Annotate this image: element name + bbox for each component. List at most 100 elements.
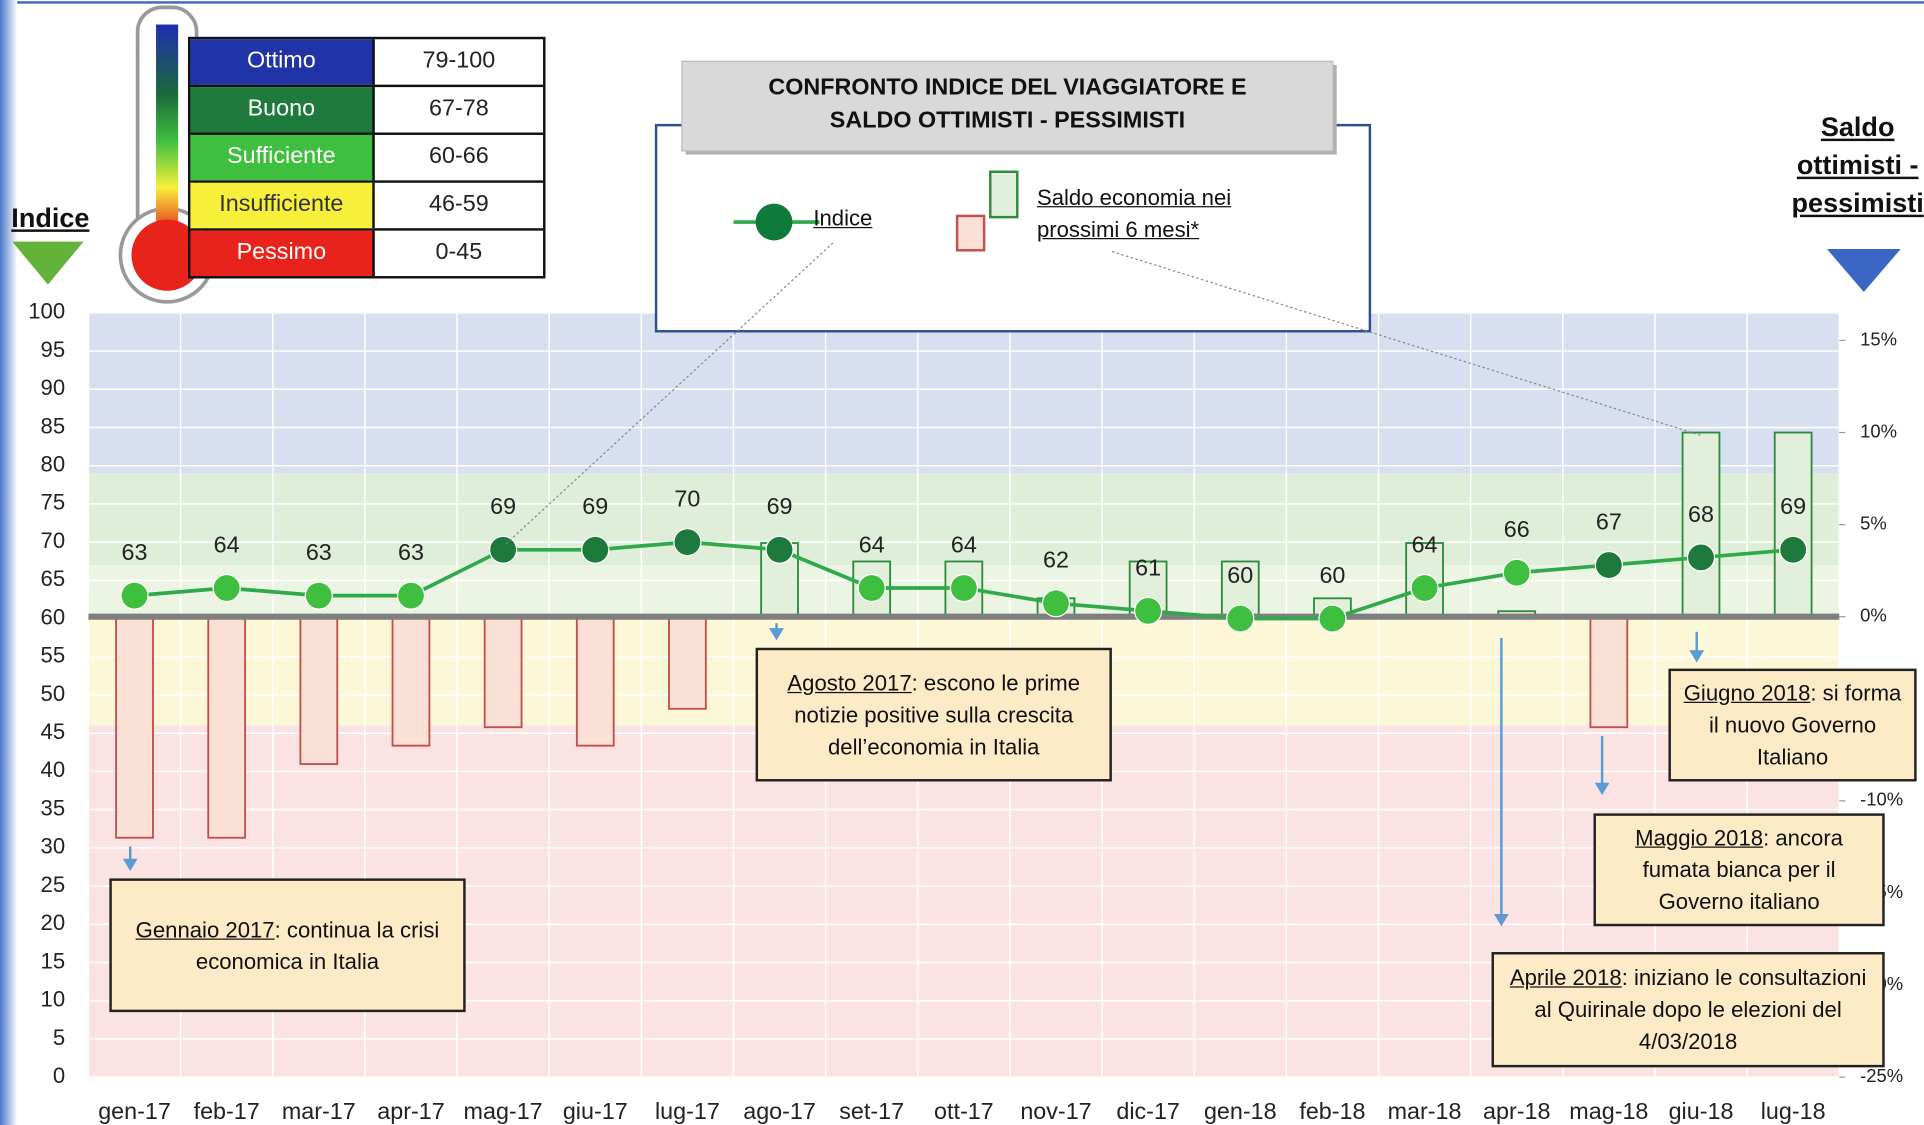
annotation-text: Maggio 2018: ancora fumata bianca per il… (1606, 822, 1873, 918)
annotation-text: Gennaio 2017: continua la crisi economic… (122, 913, 454, 977)
x-tick-label: mag-17 (464, 1098, 543, 1124)
y2-tick-label: 10% (1860, 420, 1897, 441)
annotation: Giugno 2018: si forma il nuovo Governo I… (1668, 669, 1916, 782)
y-axis-title: Indice (2, 202, 98, 234)
x-tick-label: gen-17 (98, 1098, 171, 1124)
right-axis-marker (1827, 249, 1901, 292)
x-tick-label: lug-17 (655, 1098, 720, 1124)
legend-swatch-negative (957, 216, 984, 250)
annotation-text: Agosto 2017: escono le prime notizie pos… (768, 667, 1100, 763)
band-range: 0-45 (375, 231, 543, 276)
y-tick-label: 30 (41, 834, 66, 859)
y2-axis-title: Saldo ottimisti - pessimisti (1784, 108, 1924, 222)
marker (213, 574, 240, 601)
y-tick-label: 75 (41, 490, 66, 515)
band-area (88, 313, 1839, 474)
marker (1227, 605, 1254, 632)
legend-label: Saldo economia nei prossimi 6 mesi* (1037, 182, 1270, 246)
bar (300, 617, 337, 764)
edge-decoration (0, 0, 17, 1125)
chart-title: CONFRONTO INDICE DEL VIAGGIATORE E SALDO… (682, 71, 1333, 137)
y-tick-label: 15 (41, 948, 66, 973)
marker (397, 582, 424, 609)
annotation-date: Maggio 2018 (1635, 826, 1763, 851)
x-tick-label: apr-17 (377, 1098, 444, 1124)
marker (582, 536, 609, 563)
x-tick-label: feb-17 (194, 1098, 260, 1124)
data-label: 69 (1780, 493, 1806, 519)
x-tick-label: giu-18 (1669, 1098, 1734, 1124)
x-tick-label: mar-18 (1388, 1098, 1462, 1124)
band-label: Sufficiente (190, 135, 374, 180)
y-tick-label: 80 (41, 452, 66, 477)
data-label: 63 (398, 539, 424, 565)
bar (393, 617, 430, 746)
x-tick-label: feb-18 (1299, 1098, 1365, 1124)
y-tick-label: 60 (41, 604, 66, 629)
y2-tick-label: -10% (1860, 789, 1903, 810)
x-tick-label: mag-18 (1569, 1098, 1648, 1124)
annotation-text: Aprile 2018: iniziano le consultazioni a… (1504, 962, 1873, 1058)
annotation-date: Aprile 2018 (1510, 966, 1622, 991)
bar (208, 617, 245, 838)
annotation: Agosto 2017: escono le prime notizie pos… (756, 648, 1112, 782)
data-label: 69 (490, 493, 516, 519)
y-tick-label: 55 (41, 643, 66, 668)
y-tick-label: 95 (41, 337, 66, 362)
marker (1780, 536, 1807, 563)
y-tick-label: 10 (41, 987, 66, 1012)
annotation: Gennaio 2017: continua la crisi economic… (109, 878, 465, 1012)
marker (1319, 605, 1346, 632)
left-axis-marker (12, 242, 83, 285)
x-tick-label: gen-18 (1204, 1098, 1277, 1124)
marker (766, 536, 793, 563)
y-tick-label: 90 (41, 375, 66, 400)
band-row: Buono67-78 (190, 85, 543, 133)
x-tick-label: mar-17 (282, 1098, 356, 1124)
x-tick-label: ott-17 (934, 1098, 994, 1124)
marker (858, 574, 885, 601)
marker (121, 582, 148, 609)
y2-tick-label: -25% (1860, 1065, 1903, 1086)
y-tick-label: 65 (41, 566, 66, 591)
y-tick-label: 20 (41, 910, 66, 935)
data-label: 69 (582, 493, 608, 519)
annotation-date: Gennaio 2017 (136, 917, 275, 942)
data-label: 63 (122, 539, 148, 565)
legend-swatch-positive (990, 172, 1017, 217)
legend-marker (756, 204, 793, 241)
data-label: 62 (1043, 547, 1069, 573)
marker (950, 574, 977, 601)
page: 0510152025303540455055606570758085909510… (0, 0, 1924, 1125)
x-tick-label: nov-17 (1020, 1098, 1091, 1124)
marker (1687, 544, 1714, 571)
y-tick-label: 0 (53, 1063, 65, 1088)
data-label: 66 (1504, 516, 1530, 542)
marker (1135, 597, 1162, 624)
band-label: Ottimo (190, 39, 374, 84)
annotation: Aprile 2018: iniziano le consultazioni a… (1492, 952, 1885, 1067)
data-label: 68 (1688, 501, 1714, 527)
data-label: 60 (1227, 562, 1253, 588)
data-label: 67 (1596, 509, 1622, 535)
y-tick-label: 100 (28, 299, 65, 324)
y-tick-label: 45 (41, 719, 66, 744)
bar (485, 617, 522, 728)
marker (1595, 552, 1622, 579)
x-tick-label: apr-18 (1483, 1098, 1550, 1124)
y-tick-label: 50 (41, 681, 66, 706)
band-range: 60-66 (375, 135, 543, 180)
x-tick-label: giu-17 (563, 1098, 628, 1124)
bar (116, 617, 153, 838)
data-label: 64 (859, 531, 885, 557)
marker (674, 529, 701, 556)
y2-tick-label: 0% (1860, 605, 1887, 626)
y2-tick-label: 15% (1860, 328, 1897, 349)
marker (305, 582, 332, 609)
y-tick-label: 70 (41, 528, 66, 553)
data-label: 64 (951, 531, 977, 557)
